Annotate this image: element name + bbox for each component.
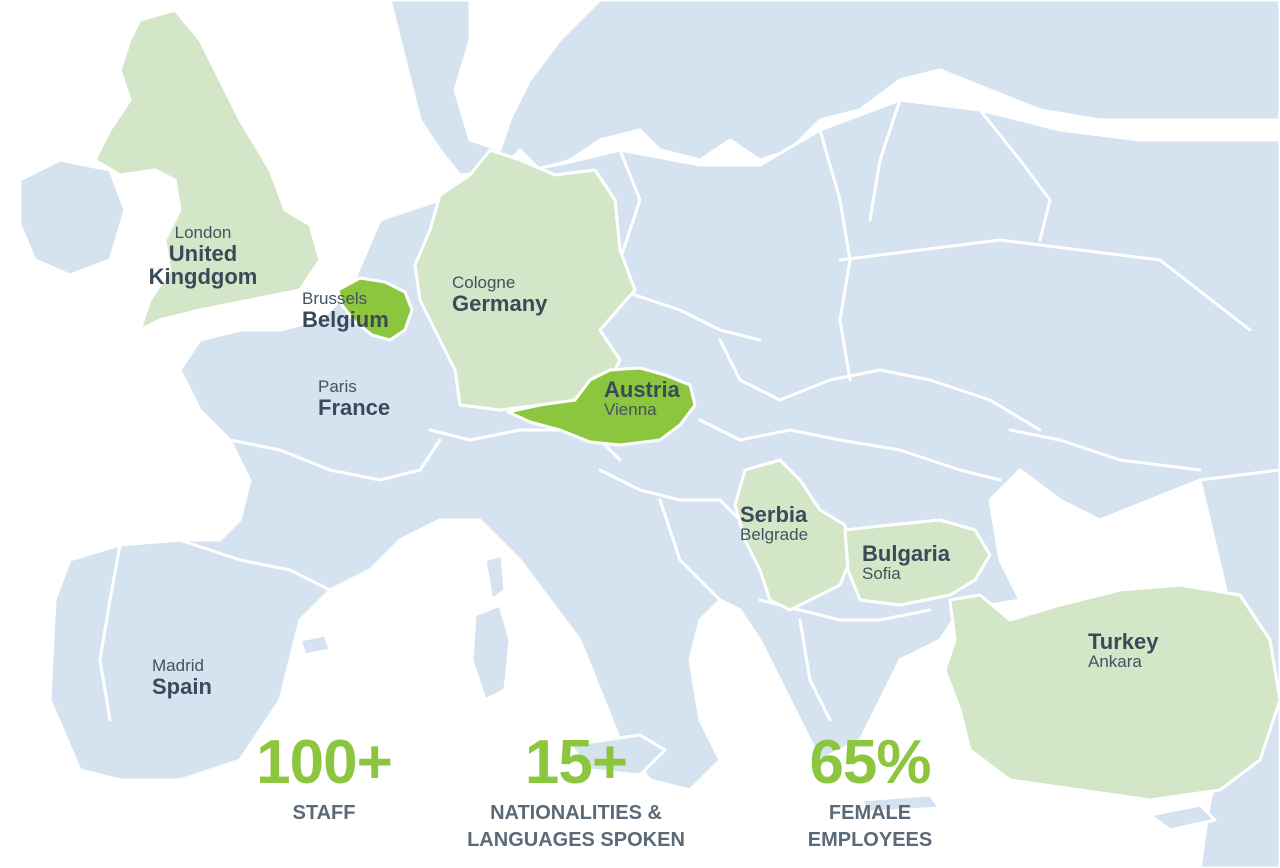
land-balearic xyxy=(298,633,332,657)
label-austria: Austria Vienna xyxy=(604,378,680,419)
land-ireland xyxy=(18,158,127,277)
label-germany: Cologne Germany xyxy=(452,274,547,315)
land-crete xyxy=(858,793,942,814)
city-name: Sofia xyxy=(862,564,901,584)
country-name: Serbia xyxy=(740,502,808,527)
stat-value: 65% xyxy=(809,728,931,797)
stat-staff: 100+ STAFF xyxy=(224,732,424,827)
stat-female-employees: 65% FEMALE EMPLOYEES xyxy=(770,732,970,854)
stat-caption: FEMALE EMPLOYEES xyxy=(770,800,970,854)
stat-value: 15+ xyxy=(524,728,628,797)
label-uk: London United Kingdgom xyxy=(138,224,268,288)
label-france: Paris France xyxy=(318,378,390,419)
city-name: Madrid xyxy=(152,656,204,675)
country-name-line2: Kingdgom xyxy=(148,263,258,289)
base-land xyxy=(18,0,1280,868)
city-name: Belgrade xyxy=(740,525,809,545)
stat-caption-line2: EMPLOYEES xyxy=(807,829,933,851)
label-turkey: Turkey Ankara xyxy=(1088,630,1159,671)
country-name: Germany xyxy=(452,290,548,316)
land-cyprus xyxy=(1148,803,1217,832)
city-name: Brussels xyxy=(302,289,368,308)
land-sicily xyxy=(568,733,667,777)
country-name: Belgium xyxy=(302,306,389,332)
country-name: Turkey xyxy=(1088,629,1159,654)
label-serbia: Serbia Belgrade xyxy=(740,503,808,544)
city-name: Ankara xyxy=(1088,652,1142,672)
city-name: London xyxy=(174,223,232,242)
stat-caption-line1: FEMALE xyxy=(828,802,912,824)
stat-caption: STAFF xyxy=(292,802,356,824)
label-spain: Madrid Spain xyxy=(152,657,212,698)
country-name: Austria xyxy=(604,377,680,402)
country-name: France xyxy=(318,394,391,420)
highlighted-countries xyxy=(93,8,1280,802)
key-offices xyxy=(336,276,697,447)
land-corsica xyxy=(483,553,507,602)
country-name: Bulgaria xyxy=(862,541,951,566)
country-shape-austria xyxy=(506,366,697,447)
country-shape-uk xyxy=(93,8,322,332)
stat-caption-line2: LANGUAGES SPOKEN xyxy=(467,829,685,851)
label-belgium: Brussels Belgium xyxy=(302,290,389,331)
country-shape-belgium xyxy=(336,276,414,342)
stat-caption-line1: NATIONALITIES & xyxy=(490,802,662,824)
country-name-line1: United xyxy=(168,240,238,266)
country-borders xyxy=(98,98,1252,722)
country-shape-serbia xyxy=(733,458,852,612)
city-name: Cologne xyxy=(452,273,516,292)
city-name: Vienna xyxy=(604,400,657,420)
country-name: Spain xyxy=(152,673,212,699)
stat-caption: NATIONALITIES & LANGUAGES SPOKEN xyxy=(426,800,726,854)
stat-nationalities: 15+ NATIONALITIES & LANGUAGES SPOKEN xyxy=(426,732,726,854)
label-bulgaria: Bulgaria Sofia xyxy=(862,542,950,583)
city-name: Paris xyxy=(318,377,357,396)
country-shape-bulgaria xyxy=(843,518,992,607)
land-sardinia xyxy=(470,603,512,702)
country-shape-turkey xyxy=(943,583,1280,802)
stat-value: 100+ xyxy=(256,728,393,797)
